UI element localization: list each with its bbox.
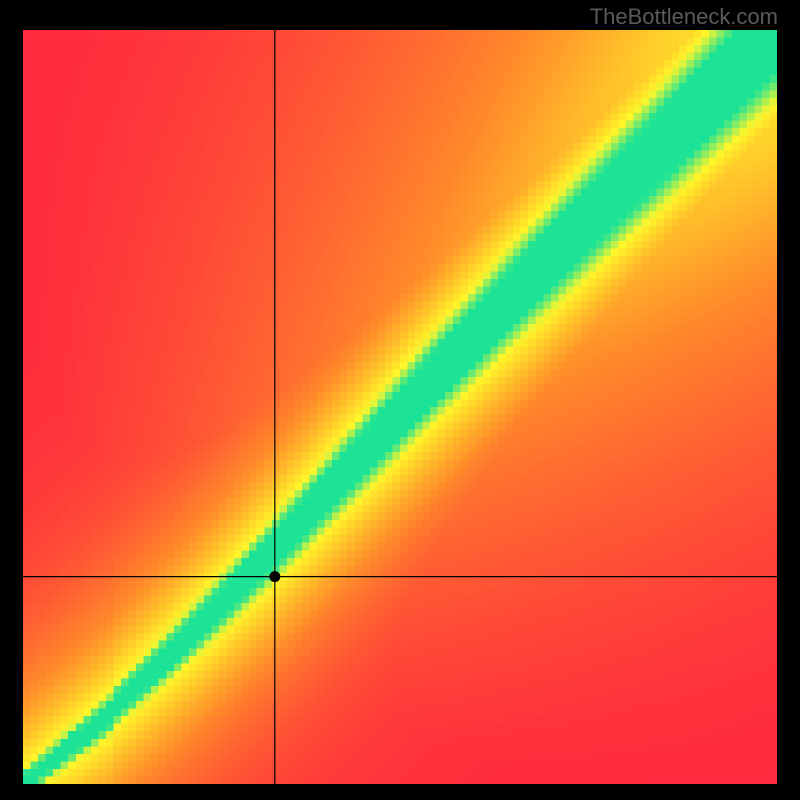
plot-area (23, 30, 777, 784)
heatmap-canvas (23, 30, 777, 784)
attribution-text: TheBottleneck.com (590, 4, 778, 30)
chart-container: TheBottleneck.com (0, 0, 800, 800)
